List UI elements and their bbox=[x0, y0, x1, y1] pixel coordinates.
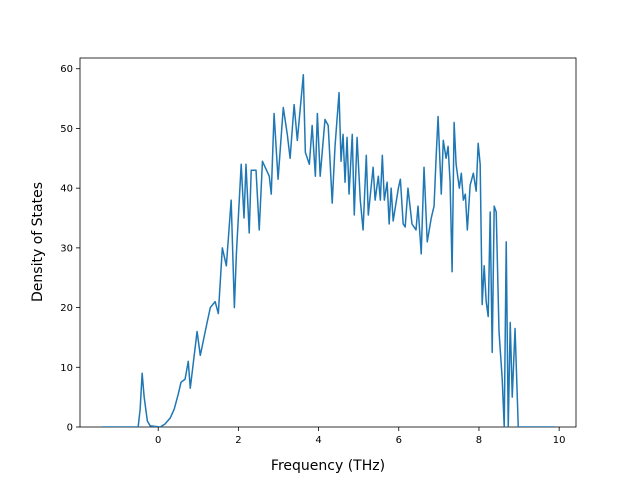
x-tick-label: 10 bbox=[553, 435, 566, 446]
y-tick-label: 30 bbox=[60, 243, 73, 254]
y-tick-label: 10 bbox=[60, 363, 73, 374]
x-tick-label: 4 bbox=[315, 435, 321, 446]
y-tick-label: 40 bbox=[60, 184, 73, 195]
y-tick-label: 50 bbox=[60, 124, 73, 135]
plot-frame bbox=[79, 57, 577, 428]
x-tick-label: 0 bbox=[155, 435, 161, 446]
x-tick-label: 8 bbox=[476, 435, 482, 446]
y-tick-label: 20 bbox=[60, 303, 73, 314]
y-tick-label: 0 bbox=[67, 423, 73, 434]
x-tick-label: 6 bbox=[396, 435, 402, 446]
x-tick-label: 2 bbox=[235, 435, 241, 446]
x-axis-label: Frequency (THz) bbox=[271, 458, 385, 474]
y-axis-label: Density of States bbox=[30, 182, 46, 302]
line-series bbox=[102, 73, 556, 427]
y-tick-label: 60 bbox=[60, 64, 73, 75]
